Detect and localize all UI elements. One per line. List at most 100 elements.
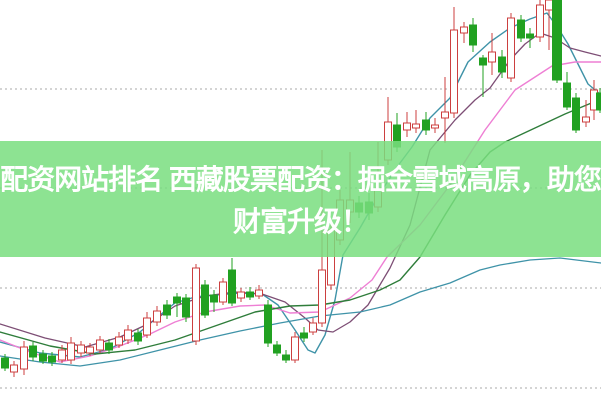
candle-body (563, 82, 571, 108)
candle-body (124, 329, 132, 341)
candle-body (255, 289, 263, 297)
candle-up (237, 288, 245, 302)
candle-body (300, 332, 308, 339)
candle-body (48, 355, 56, 363)
candle-body (228, 269, 236, 304)
candle-body (479, 57, 487, 66)
candle-body (282, 354, 290, 361)
candle-body (39, 353, 47, 362)
candle-body (86, 346, 94, 354)
candle-up (96, 336, 104, 353)
candle-body (517, 19, 525, 39)
candle-up (431, 118, 439, 133)
candle-down (29, 342, 37, 361)
candle-down (273, 341, 281, 356)
candle-up (507, 13, 515, 82)
candle-body (526, 33, 534, 39)
candle-body (77, 344, 85, 354)
candle-down (469, 18, 477, 52)
candle-body (143, 317, 151, 336)
candle-body (498, 56, 506, 73)
candle-body (210, 294, 218, 303)
candle-up (192, 264, 200, 345)
candle-body (536, 4, 544, 38)
candle-down (517, 15, 525, 42)
promo-banner: 配资网站排名 西藏股票配资：掘金雪域高原，助您 财富升级！ (0, 141, 601, 257)
candle-body (134, 332, 142, 342)
candle-down (39, 350, 47, 364)
candle-down (552, 0, 562, 83)
candle-up (441, 77, 449, 143)
candle-up (58, 345, 66, 363)
candle-up (115, 332, 123, 348)
candle-down (422, 112, 430, 135)
candle-down (479, 55, 487, 97)
candle-body (10, 364, 18, 373)
candle-up (582, 100, 590, 127)
candle-up (86, 343, 94, 356)
candle-body (20, 346, 28, 370)
candle-up (309, 318, 317, 335)
candle-down (1, 354, 9, 371)
candle-body (572, 97, 580, 131)
candle-down (282, 350, 290, 363)
candle-up (403, 112, 411, 137)
candle-up (10, 361, 18, 377)
candle-down (105, 339, 113, 354)
candle-up (124, 325, 132, 344)
candle-body (441, 111, 449, 119)
banner-headline-line-1: 配资网站排名 西藏股票配资：掘金雪域高原，助您 (0, 164, 601, 195)
candle-up (77, 341, 85, 357)
candle-body (67, 342, 75, 361)
candle-body (182, 297, 190, 318)
candle-down (182, 294, 190, 322)
candle-body (273, 344, 281, 354)
candle-body (201, 284, 209, 316)
candle-body (403, 122, 411, 131)
candle-body (460, 26, 468, 34)
candle-up (412, 110, 420, 133)
candle-down (201, 280, 209, 318)
candle-up (291, 332, 299, 363)
banner-headline-line-2: 财富升级！ (232, 206, 369, 237)
candle-body (237, 291, 245, 299)
candle-up (219, 278, 227, 305)
candle-down (173, 293, 181, 317)
candle-body (450, 29, 458, 114)
candle-body (309, 322, 317, 333)
candle-down (572, 93, 580, 133)
candle-body (264, 304, 272, 344)
candle-body (1, 357, 9, 369)
candle-body (219, 281, 227, 303)
candle-down (228, 258, 236, 306)
candle-down (526, 28, 534, 48)
candle-up (255, 285, 263, 299)
candle-body (469, 24, 477, 46)
candle-body (246, 291, 254, 298)
candle-body (412, 123, 420, 129)
ma-pink (0, 61, 601, 363)
candle-body (431, 124, 439, 129)
candle-down (596, 88, 601, 113)
candle-body (192, 267, 200, 342)
candle-body (163, 304, 171, 316)
candle-body (507, 17, 515, 79)
candle-up (460, 22, 468, 43)
candle-body (596, 92, 601, 111)
candle-body (545, 0, 553, 11)
candle-down (163, 300, 171, 319)
candle-body (58, 349, 66, 361)
candle-down (498, 50, 506, 78)
candle-body (291, 336, 299, 361)
candle-down (264, 300, 272, 347)
candle-up (450, 7, 458, 118)
candle-body (318, 269, 326, 324)
candle-up (545, 0, 553, 50)
candle-up (67, 337, 75, 364)
candle-up (488, 33, 496, 75)
candle-down (134, 329, 142, 345)
candle-body (552, 0, 562, 81)
candle-down (563, 72, 571, 110)
candle-body (173, 296, 181, 304)
